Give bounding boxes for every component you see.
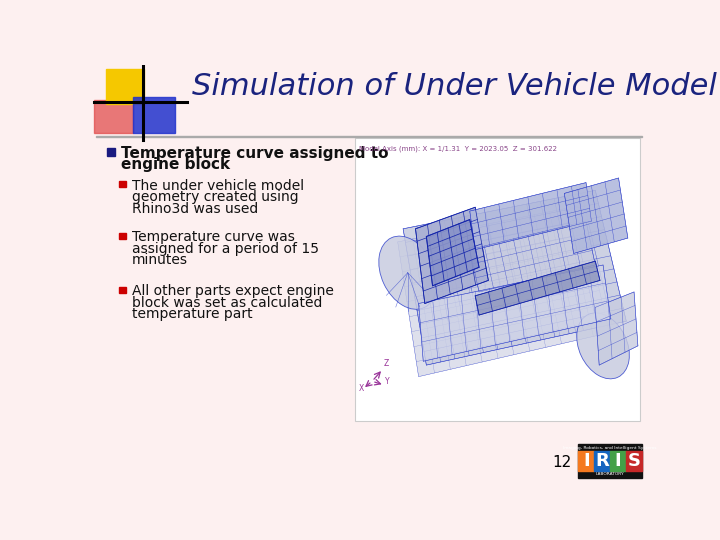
Polygon shape (426, 220, 479, 286)
Bar (96, 136, 642, 137)
Bar (106, 69, 144, 104)
Text: Temperature curve assigned to: Temperature curve assigned to (121, 146, 389, 161)
Polygon shape (595, 292, 638, 365)
Text: I: I (615, 451, 621, 470)
Bar (120, 233, 126, 239)
Text: Simulation of Under Vehicle Model: Simulation of Under Vehicle Model (192, 72, 717, 101)
Text: R: R (595, 451, 609, 470)
Text: temperature part: temperature part (132, 307, 253, 321)
Bar (594, 450, 610, 470)
Polygon shape (418, 265, 611, 361)
Bar (94, 100, 132, 132)
Text: 12: 12 (552, 455, 571, 470)
Text: assigned for a period of 15: assigned for a period of 15 (132, 242, 319, 256)
Bar (355, 138, 640, 421)
Polygon shape (475, 261, 600, 315)
Text: Temperature curve was: Temperature curve was (132, 231, 294, 244)
Bar (132, 97, 175, 132)
Ellipse shape (577, 313, 629, 379)
Text: Z: Z (384, 359, 389, 368)
Polygon shape (403, 190, 626, 365)
Bar (610, 450, 626, 470)
Text: geometry created using: geometry created using (132, 190, 299, 204)
Bar (578, 444, 642, 477)
Text: I: I (583, 451, 590, 470)
Text: Model Axis (mm): X = 1/1.31  Y = 2023.05  Z = 301.622: Model Axis (mm): X = 1/1.31 Y = 2023.05 … (359, 146, 557, 152)
Text: The under vehicle model: The under vehicle model (132, 179, 304, 193)
Text: Rhino3d was used: Rhino3d was used (132, 202, 258, 216)
Text: block was set as calculated: block was set as calculated (132, 296, 323, 310)
Polygon shape (415, 207, 488, 303)
Polygon shape (469, 183, 591, 249)
Bar (120, 181, 126, 187)
Text: S: S (627, 451, 640, 470)
Ellipse shape (379, 236, 437, 309)
Text: minutes: minutes (132, 253, 188, 267)
Polygon shape (469, 221, 595, 292)
Text: LABORATORY: LABORATORY (595, 472, 624, 476)
Bar (107, 148, 114, 156)
Polygon shape (397, 206, 609, 377)
Text: X: X (359, 383, 364, 393)
Bar (120, 287, 126, 293)
Text: Imaging, Robotics, and Intelligent Systems: Imaging, Robotics, and Intelligent Syste… (563, 446, 657, 450)
Bar (578, 450, 594, 470)
Text: Y: Y (385, 377, 390, 386)
Bar (626, 450, 642, 470)
Text: All other parts expect engine: All other parts expect engine (132, 284, 334, 298)
Text: engine block: engine block (121, 157, 230, 172)
Polygon shape (564, 178, 628, 253)
